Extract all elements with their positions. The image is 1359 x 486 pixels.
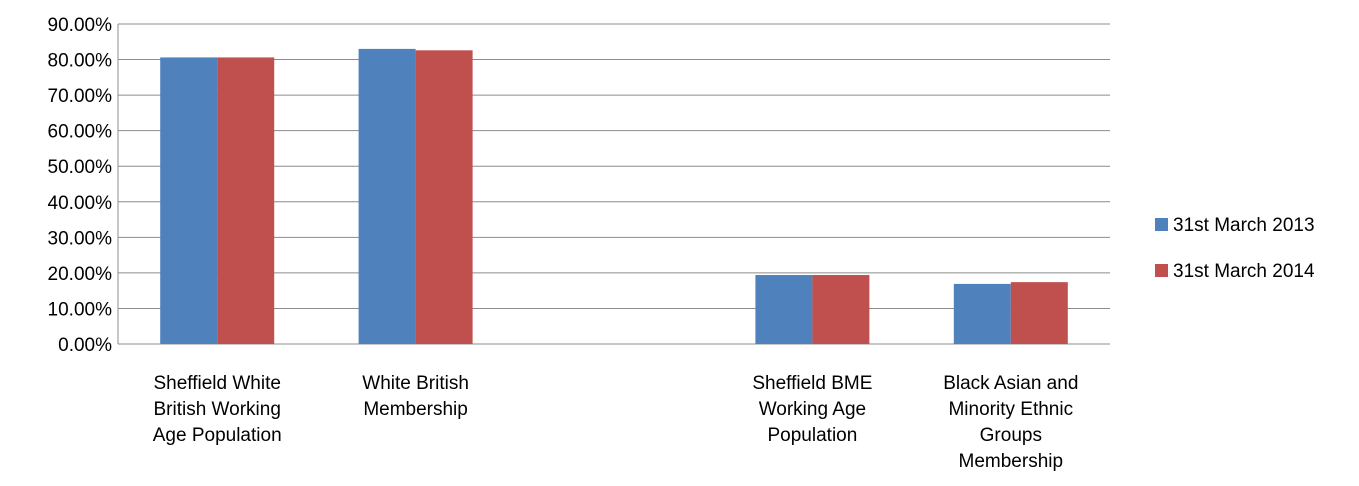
x-category-label: White British Membership	[362, 373, 469, 420]
x-axis-labels: Sheffield White British Working Age Popula…	[153, 373, 1079, 472]
y-tick-label: 70.00%	[48, 86, 113, 107]
bar-2014	[1010, 282, 1068, 344]
bar-2014	[812, 275, 870, 344]
legend: 31st March 2013 31st March 2014	[1155, 215, 1315, 282]
legend-label: 31st March 2014	[1173, 261, 1315, 282]
bar-2013	[953, 283, 1011, 344]
legend-swatch	[1155, 218, 1168, 231]
y-tick-label: 60.00%	[48, 122, 113, 143]
y-tick-label: 30.00%	[48, 228, 113, 249]
y-tick-label: 20.00%	[48, 264, 113, 285]
legend-label: 31st March 2013	[1173, 215, 1315, 236]
bar-2014	[217, 57, 275, 345]
bar-2014	[415, 50, 473, 345]
x-category-label: Black Asian and Minority Ethnic Groups Memb…	[943, 373, 1078, 472]
bars	[160, 48, 1068, 345]
x-category-label: Sheffield BME Working Age Population	[752, 373, 872, 446]
y-tick-label: 40.00%	[48, 193, 113, 214]
y-tick-label: 50.00%	[48, 157, 113, 178]
grid-layer	[117, 23, 1110, 345]
bar-2013	[160, 57, 218, 345]
y-axis-ticks: 0.00% 10.00% 20.00% 30.00% 40.00% 50.00% 60.00…	[48, 15, 113, 356]
legend-swatch	[1155, 264, 1168, 277]
bar-2013	[358, 48, 416, 345]
y-tick-label: 80.00%	[48, 51, 113, 72]
y-tick-label: 10.00%	[48, 299, 113, 320]
y-tick-label: 90.00%	[48, 15, 113, 36]
y-tick-label: 0.00%	[58, 335, 112, 356]
bar-2013	[755, 275, 813, 344]
x-category-label: Sheffield White British Working Age Popula…	[153, 373, 282, 446]
